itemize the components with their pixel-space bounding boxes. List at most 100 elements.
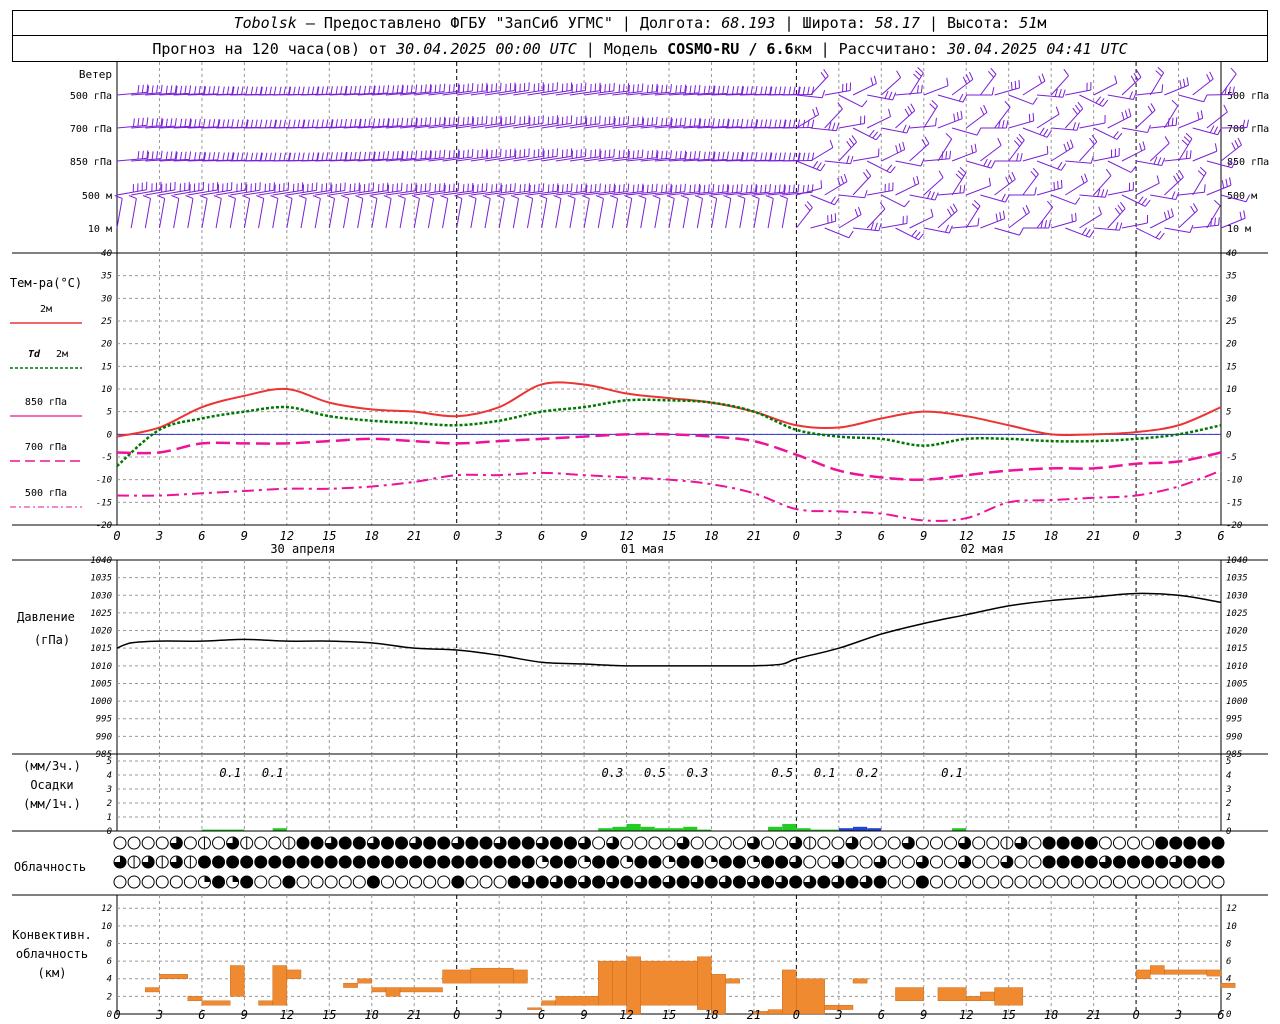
wind-barb-feather [1221, 180, 1225, 189]
wind-barb-feather [722, 118, 725, 127]
precip-title: Осадки [30, 778, 73, 792]
wind-barb [159, 92, 190, 96]
wind-barb-feather [797, 86, 801, 95]
wind-barb [470, 156, 501, 162]
wind-barb-feather [769, 152, 772, 161]
wind-barb-feather [750, 184, 753, 193]
temp-title: Тем-ра(°С) [10, 276, 82, 290]
wind-barb [484, 198, 491, 229]
cloud-symbol [929, 855, 943, 869]
header-city: Tobolsk [233, 14, 297, 32]
wind-barb [343, 125, 374, 129]
wind-barb-feather [476, 117, 479, 126]
conv-unit: (км) [38, 966, 67, 980]
wind-barb-feather [142, 195, 151, 199]
model-unit: км [793, 40, 812, 58]
wind-barb-feather [316, 119, 319, 128]
wind-barb-feather [948, 225, 953, 234]
wind-barb [187, 198, 194, 229]
wind-barb-feather [156, 85, 159, 94]
wind-barb-feather [302, 119, 305, 128]
wind-barb-feather [231, 86, 234, 95]
time-tick-label: 18 [1044, 529, 1058, 543]
cloud-symbol [592, 836, 606, 850]
wind-barb-feather [699, 185, 701, 194]
wind-barb-feather [1113, 131, 1119, 138]
conv-bar [527, 1007, 542, 1010]
cloud-fill [325, 837, 338, 849]
wind-barb-feather [311, 86, 315, 95]
cloud-fill [226, 837, 239, 849]
wind-barb-feather [613, 183, 616, 192]
wind-barb [1178, 94, 1204, 103]
wind-barb-feather [363, 118, 367, 127]
wind-barb-feather [806, 201, 813, 208]
wind-barb [385, 124, 416, 129]
wind-barb [951, 172, 967, 196]
wind-barb-feather [1095, 96, 1102, 104]
wind-barb-feather [783, 152, 786, 161]
precip-bar [654, 828, 669, 831]
cloud-symbol [1197, 855, 1211, 869]
wind-barb-feather [1019, 227, 1024, 236]
wind-barb-feather [468, 195, 477, 199]
wind-barb-feather [528, 183, 531, 192]
wind-barb [668, 92, 699, 96]
wind-barb-feather [1104, 189, 1109, 198]
wind-barb-feather [613, 82, 615, 91]
cloud-symbol [972, 855, 986, 869]
wind-barb-feather [165, 151, 168, 160]
wind-barb [768, 191, 798, 196]
wind-barb [371, 125, 402, 129]
cloud-symbol [958, 875, 972, 889]
cloud-fill [409, 837, 422, 849]
wind-barb-feather [415, 150, 418, 159]
wind-barb-feather [1234, 139, 1239, 148]
wind-barb-feather [397, 195, 406, 199]
cloud-symbol [254, 836, 268, 850]
wind-barb [244, 189, 275, 196]
wind-barb-feather [467, 116, 469, 125]
conv-bar [399, 987, 443, 993]
wind-barb-feather [236, 86, 240, 95]
wind-barb [116, 198, 123, 229]
wind-barb-feather [260, 152, 263, 161]
wind-barb-feather [1203, 184, 1206, 193]
temp-legend-label: 700 гПа [25, 442, 67, 453]
wind-barb-feather [160, 117, 163, 126]
cloud-symbol [690, 836, 704, 850]
cloud-symbol [648, 836, 662, 850]
wind-barb-feather [764, 184, 767, 193]
cloud-symbol [845, 875, 859, 889]
wind-barb [838, 194, 865, 199]
cloud-symbol [944, 875, 958, 889]
conv-time-tick-label: 12 [280, 1008, 294, 1022]
wind-barb [1008, 94, 1034, 105]
wind-barb [782, 159, 813, 162]
cloud-symbol [535, 875, 549, 889]
wind-barb-feather [255, 119, 258, 128]
wind-barb [711, 126, 742, 129]
wind-barb-feather [208, 86, 211, 95]
cloud-symbol [634, 855, 648, 869]
cloud-symbol [212, 875, 226, 889]
cloud-fill [747, 837, 760, 849]
wind-barb [343, 190, 374, 196]
wind-barb-feather [114, 195, 123, 199]
wind-barb-feather [481, 183, 484, 192]
wind-barb [668, 125, 699, 129]
wind-barb-feather [1173, 175, 1179, 183]
conv-ytick-right: 2 [1226, 992, 1231, 1002]
wind-barb [1220, 217, 1246, 229]
wind-barb-feather [525, 195, 533, 199]
wind-barb [201, 198, 208, 229]
wind-barb-feather [970, 145, 974, 154]
wind-barb-feather [396, 85, 399, 94]
wind-barb [994, 87, 1020, 96]
wind-barb-feather [146, 150, 149, 159]
wind-barb-feather [279, 86, 282, 95]
cloud-symbol [437, 875, 451, 889]
conv-bar [159, 974, 188, 979]
day-label: 30 апреля [270, 542, 335, 556]
wind-barb-feather [703, 118, 706, 127]
